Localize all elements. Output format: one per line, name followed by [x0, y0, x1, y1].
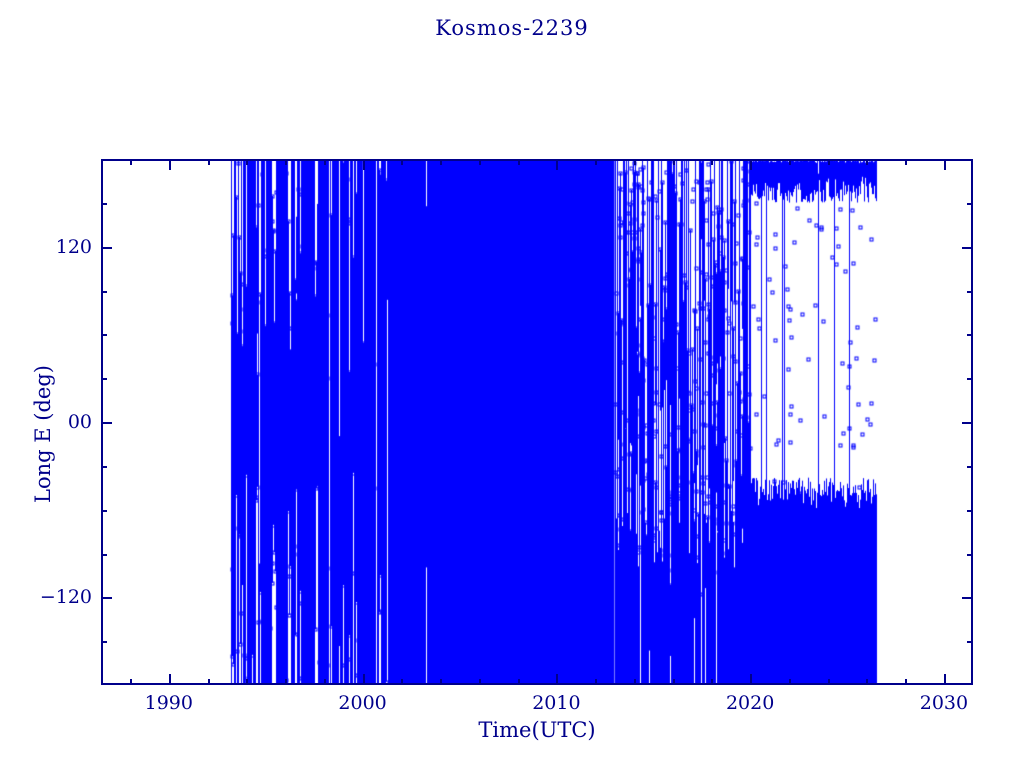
axis-tick: [478, 159, 481, 165]
x-tick-label: 2010: [532, 692, 581, 714]
axis-tick: [967, 465, 973, 468]
axis-tick: [711, 159, 714, 165]
axis-tick: [595, 679, 598, 685]
axis-tick: [101, 641, 107, 644]
axis-tick: [101, 509, 107, 512]
x-tick-label: 2020: [725, 692, 775, 714]
axis-tick: [362, 159, 365, 170]
y-tick-label: −120: [39, 586, 92, 609]
axis-tick: [827, 679, 830, 685]
axis-tick: [633, 679, 636, 685]
axis-tick: [866, 679, 869, 685]
axis-tick: [750, 674, 753, 685]
axis-tick: [967, 290, 973, 293]
axis-tick: [285, 679, 288, 685]
axis-tick: [962, 422, 973, 424]
y-tick-label: 00: [67, 411, 92, 433]
axis-tick: [595, 159, 598, 165]
axis-tick: [962, 246, 973, 249]
axis-tick: [101, 246, 112, 249]
axis-tick: [285, 159, 288, 165]
axis-tick: [556, 674, 559, 685]
axis-tick: [101, 422, 112, 424]
axis-tick: [672, 159, 675, 165]
axis-tick: [362, 674, 365, 685]
axis-tick: [866, 159, 869, 165]
axis-tick: [905, 679, 908, 685]
axis-tick: [943, 679, 946, 685]
x-tick-label: 2000: [338, 692, 387, 714]
x-tick-label: 1990: [144, 692, 193, 714]
axis-tick: [967, 553, 973, 556]
axis-tick: [101, 378, 107, 381]
axis-tick: [943, 159, 946, 165]
axis-tick: [323, 159, 326, 165]
chart-plot-area: [101, 159, 973, 685]
axis-tick: [401, 679, 404, 685]
y-axis-label: Long E (deg): [31, 365, 55, 503]
axis-tick: [101, 334, 107, 337]
axis-tick: [905, 159, 908, 165]
axis-tick: [517, 679, 520, 685]
axis-tick: [967, 378, 973, 381]
axis-tick: [323, 679, 326, 685]
axis-tick: [962, 597, 973, 600]
axis-tick: [827, 159, 830, 165]
axis-tick: [788, 679, 791, 685]
axis-tick: [246, 159, 249, 165]
axis-tick: [130, 679, 133, 685]
axis-tick: [672, 679, 675, 685]
axis-tick: [967, 334, 973, 337]
axis-tick: [101, 202, 107, 205]
axis-tick: [401, 159, 404, 165]
axis-tick: [168, 674, 171, 685]
axis-tick: [750, 159, 753, 170]
axis-tick: [168, 159, 171, 170]
axis-tick: [967, 202, 973, 205]
axis-tick: [246, 679, 249, 685]
data-series-canvas: [101, 159, 973, 685]
axis-tick: [788, 159, 791, 165]
x-tick-label: 2030: [919, 692, 969, 714]
axis-tick: [517, 159, 520, 165]
x-axis-label: Time(UTC): [478, 718, 596, 742]
axis-tick: [440, 159, 443, 165]
axis-tick: [101, 290, 107, 293]
axis-tick: [967, 641, 973, 644]
y-tick-label: 120: [55, 235, 92, 258]
axis-tick: [633, 159, 636, 165]
axes-frame: [101, 159, 973, 685]
axis-tick: [207, 159, 210, 165]
page-title: Kosmos-2239: [435, 16, 589, 40]
axis-tick: [967, 509, 973, 512]
axis-tick: [130, 159, 133, 165]
axis-tick: [207, 679, 210, 685]
axis-tick: [556, 159, 559, 170]
axis-tick: [711, 679, 714, 685]
axis-tick: [478, 679, 481, 685]
axis-tick: [101, 553, 107, 556]
axis-tick: [440, 679, 443, 685]
axis-tick: [101, 597, 112, 600]
axis-tick: [101, 465, 107, 468]
